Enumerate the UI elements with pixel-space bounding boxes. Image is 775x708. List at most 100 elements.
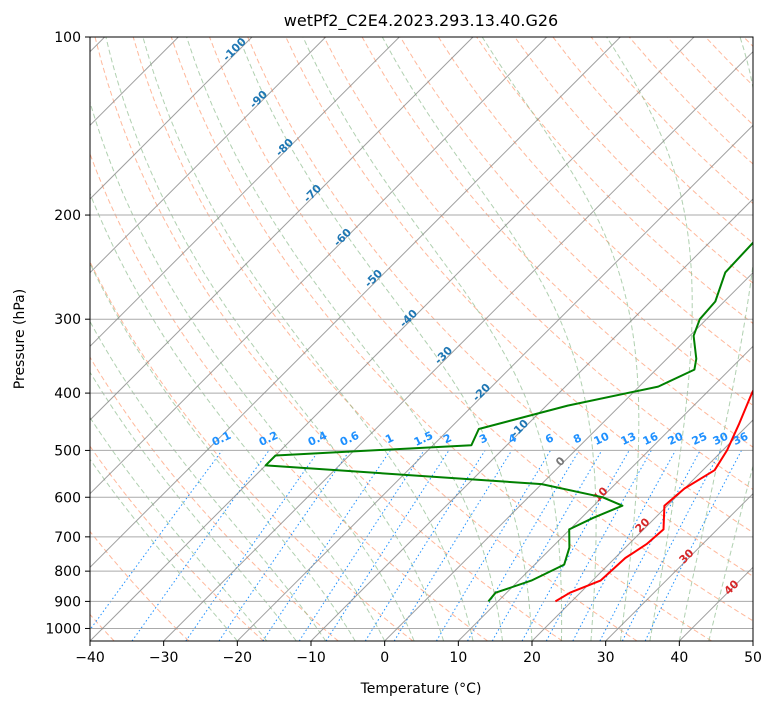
mixing-ratio-label: 30 <box>711 430 731 448</box>
y-tick-label: 100 <box>54 30 81 46</box>
x-tick-label: 50 <box>744 650 762 666</box>
dry-adiabats <box>90 37 753 641</box>
isotherm-line <box>90 37 474 421</box>
mixing-ratio-label: 0.2 <box>257 429 280 449</box>
y-axis: 100 200 300 400 500 600 700 800 900 1000 <box>45 30 90 637</box>
mixing-ratio-label: 0.1 <box>210 429 233 449</box>
mixing-ratio-label: 25 <box>690 430 709 448</box>
moist-adiabat-line <box>381 37 597 641</box>
isotherm-line <box>605 492 753 641</box>
x-tick-label: −30 <box>149 650 179 666</box>
isotherm-line <box>310 198 753 641</box>
mixing-ratio-label: 1 <box>383 431 395 446</box>
isobar-grid <box>90 37 753 629</box>
moist-adiabat-line <box>708 464 753 641</box>
dry-adiabat-line <box>705 37 753 87</box>
moist-adiabat-label: 40 <box>722 577 742 597</box>
mixing-ratio-line <box>262 450 391 641</box>
dry-adiabat-label: -60 <box>331 226 354 249</box>
moist-adiabat-label: 20 <box>633 515 653 535</box>
x-tick-label: 10 <box>449 650 467 666</box>
x-axis: −40 −30 −20 −10 0 10 20 30 40 50 <box>75 641 762 666</box>
moist-adiabat-line <box>302 37 563 641</box>
moist-adiabat-line <box>186 37 503 641</box>
mixing-ratio-line <box>298 450 425 641</box>
mixing-ratio-label: 13 <box>619 430 638 448</box>
moist-adiabat-line <box>90 320 327 641</box>
mixing-ratio-line <box>572 450 676 641</box>
dry-adiabat-label: -50 <box>362 267 385 290</box>
isotherm-line <box>90 37 327 274</box>
isotherm-line <box>90 37 548 495</box>
x-tick-label: 20 <box>523 650 541 666</box>
mixing-ratio-line <box>467 450 580 641</box>
dry-adiabat-line <box>94 37 563 641</box>
moist-adiabat-line <box>90 262 356 641</box>
plot-area: -100-90-80-70-60-50-40-30-20-10010203040… <box>90 35 753 641</box>
moist-adiabat-line <box>90 458 238 641</box>
mixing-ratio-label: 36 <box>731 430 751 448</box>
dry-adiabat-label: -90 <box>247 88 270 111</box>
x-axis-label: Temperature (°C) <box>360 681 482 697</box>
dry-adiabat-label: -40 <box>397 307 420 330</box>
x-tick-label: 0 <box>380 650 389 666</box>
mixing-ratio-label: 1.5 <box>412 429 435 449</box>
y-tick-label: 200 <box>54 208 81 224</box>
mixing-ratio-line <box>325 450 450 641</box>
isotherm-line <box>90 37 695 641</box>
mixing-ratio-label: 16 <box>641 430 661 448</box>
isotherms <box>90 37 753 641</box>
y-axis-label: Pressure (hPa) <box>12 289 28 389</box>
dry-adiabat-line <box>399 37 753 407</box>
dry-adiabat-label: -20 <box>470 381 493 404</box>
y-tick-label: 500 <box>54 443 81 459</box>
mixing-ratio-label: 2 <box>441 431 453 446</box>
mixing-ratio-label: 20 <box>666 430 686 448</box>
dewpoint-profile-line <box>264 241 753 603</box>
profile-lines <box>264 241 753 603</box>
moist-adiabat-line <box>481 37 640 641</box>
x-tick-label: 30 <box>597 650 615 666</box>
moist-adiabat-label: 0 <box>553 454 568 469</box>
dry-adiabat-line <box>90 530 190 641</box>
x-tick-label: −20 <box>223 650 253 666</box>
mixing-ratio-label: 6 <box>543 431 556 446</box>
moist-adiabat-line <box>606 37 693 641</box>
mixing-ratio-line <box>599 450 701 641</box>
dry-adiabat-line <box>90 356 339 641</box>
isotherm-line <box>457 345 753 641</box>
isotherm-line <box>752 640 753 641</box>
dry-adiabat-label: -30 <box>432 344 455 367</box>
y-tick-label: 300 <box>54 312 81 328</box>
mixing-ratio-line <box>90 450 223 631</box>
chart-title: wetPf2_C2E4.2023.293.13.40.G26 <box>284 11 558 31</box>
mixing-ratio-line <box>545 450 652 641</box>
dry-adiabat-label: -100 <box>220 35 249 64</box>
dry-adiabat-label: -70 <box>301 182 324 205</box>
mixing-ratio-line <box>218 450 351 641</box>
dry-adiabat-line <box>514 37 753 284</box>
mixing-ratio-line <box>644 450 742 641</box>
mixing-ratio-line <box>621 450 722 641</box>
isotherm-line <box>90 37 400 348</box>
dry-adiabat-line <box>437 37 753 365</box>
mixing-ratio-line <box>185 450 320 641</box>
dry-adiabat-label: -80 <box>273 136 296 159</box>
y-tick-label: 900 <box>54 594 81 610</box>
moist-adiabat-line <box>678 37 753 641</box>
dry-adiabat-line <box>132 37 638 641</box>
mixing-ratio-label: 0.4 <box>306 429 329 449</box>
dry-adiabat-line <box>743 37 753 48</box>
isotherm-line <box>90 37 621 569</box>
isotherm-line <box>384 271 753 641</box>
temperature-profile-line <box>554 388 753 603</box>
mixing-ratio-line <box>393 450 513 641</box>
moist-adiabat-line <box>90 192 386 641</box>
x-tick-label: −10 <box>296 650 326 666</box>
y-tick-label: 1000 <box>45 621 81 637</box>
dry-adiabat-line <box>90 260 414 641</box>
moist-adiabat-line <box>90 416 268 641</box>
y-tick-label: 800 <box>54 564 81 580</box>
y-tick-label: 600 <box>54 490 81 506</box>
